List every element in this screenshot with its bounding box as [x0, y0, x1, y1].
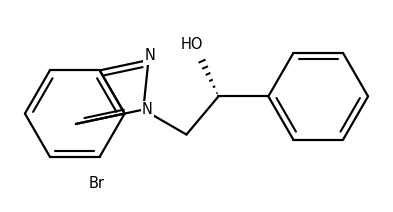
Text: HO: HO	[181, 37, 204, 52]
Text: N: N	[142, 102, 153, 117]
Text: N: N	[145, 48, 155, 63]
Text: Br: Br	[88, 176, 104, 191]
